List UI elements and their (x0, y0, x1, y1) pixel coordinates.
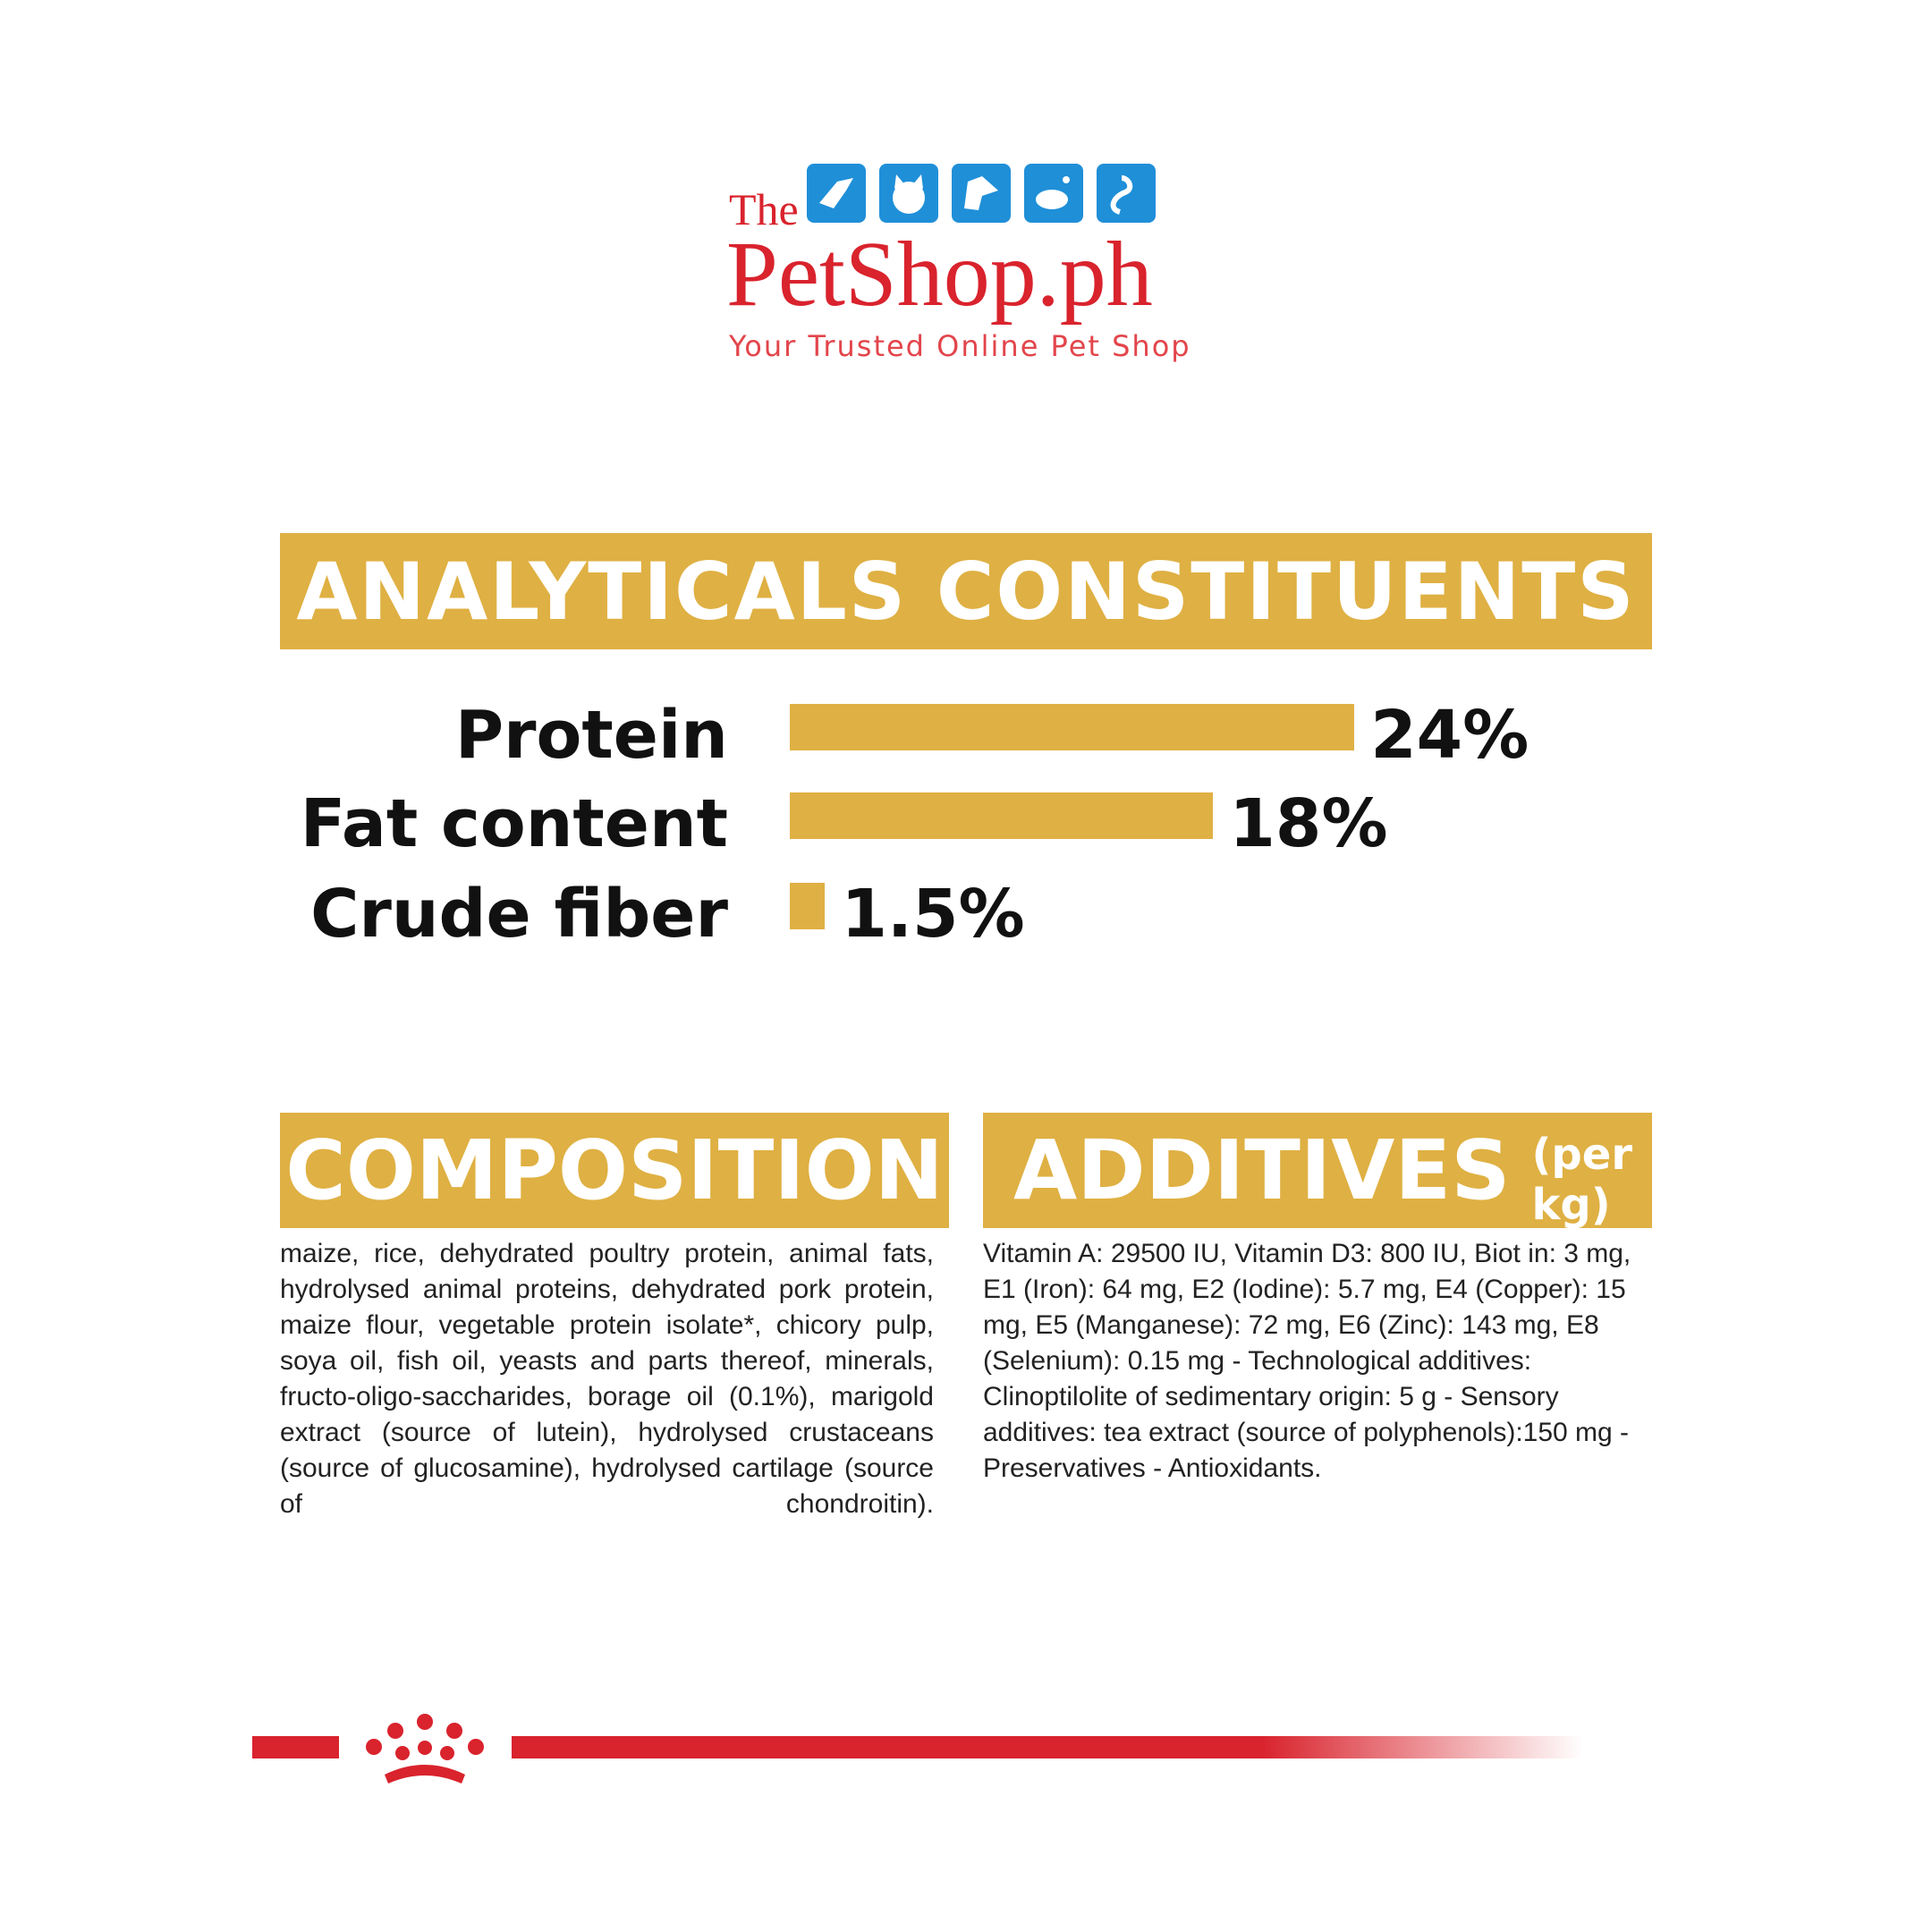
additives-text: Vitamin A: 29500 IU, Vitamin D3: 800 IU,… (983, 1239, 1631, 1483)
bar (790, 792, 1214, 839)
logo-name: PetShop.ph (726, 223, 1153, 326)
category-label: Crude fiber (310, 876, 728, 953)
logo: The PetShop.ph Your Trusted Online Pet S… (716, 157, 1216, 371)
logo-tagline: Your Trusted Online Pet Shop (729, 329, 1191, 363)
composition-title: COMPOSITION (285, 1123, 944, 1218)
logo-the: The (729, 184, 799, 234)
bar (790, 883, 826, 929)
analytics-title: ANALYTICALS CONSTITUENTS (296, 545, 1636, 638)
category-label: Protein (454, 697, 728, 774)
value-label: 18% (1229, 785, 1388, 862)
bar-chart: Protein 24% Fat content 18% Crude fiber 1.5% (300, 697, 1530, 953)
analytics-banner: ANALYTICALS CONSTITUENTS (280, 533, 1652, 649)
additives-title: ADDITIVES (1013, 1123, 1511, 1218)
additives-banner: ADDITIVES (per kg) (983, 1113, 1652, 1230)
category-label: Fat content (300, 785, 728, 862)
composition-banner: COMPOSITION (280, 1113, 949, 1228)
additives-unit: (per kg) (1531, 1129, 1632, 1230)
value-label: 24% (1370, 697, 1530, 774)
bar (790, 704, 1355, 750)
footer-brand (252, 1714, 1583, 1784)
composition-text: maize, rice, dehydrated poultry protein,… (280, 1239, 934, 1519)
logo-icons (807, 164, 1156, 223)
value-label: 1.5% (841, 876, 1025, 953)
